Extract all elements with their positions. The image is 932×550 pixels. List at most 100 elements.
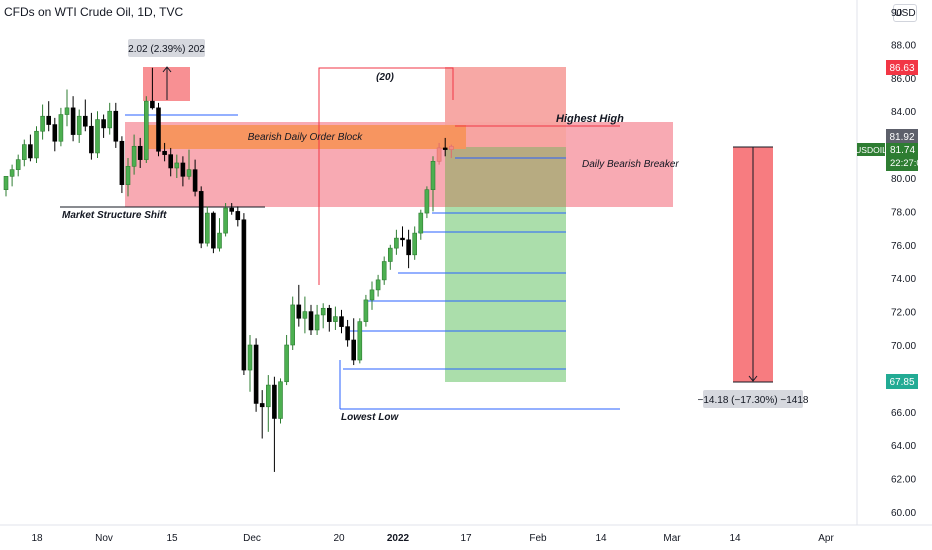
candle-body (162, 150, 167, 155)
y-tick-label: 74.00 (891, 274, 916, 285)
candles-layer (3, 67, 454, 472)
y-axis-top-label: 90 (891, 8, 903, 19)
candle-body (247, 344, 253, 371)
candle-body (302, 311, 308, 319)
candle-body (205, 212, 210, 244)
candle-body (290, 304, 296, 346)
candle-body (76, 115, 82, 135)
candle-body (241, 219, 247, 371)
time-scale[interactable]: 18 Nov 15 Dec 20 2022 17 Feb 14 Mar 14 Apr (0, 524, 932, 544)
candle-body (351, 339, 357, 361)
small-measure-label-bg (128, 39, 205, 57)
candle-body (101, 119, 106, 129)
candle-body (436, 147, 442, 162)
candle-body (95, 119, 100, 154)
y-tick-label: 86.00 (891, 74, 916, 85)
candle-body (400, 237, 405, 241)
candle-body (64, 107, 70, 115)
candle-body (229, 207, 234, 212)
price-label-67-85: 67.85 (889, 377, 914, 388)
candle-body (34, 130, 39, 159)
bearish-order-block-label: Bearish Daily Order Block (248, 132, 363, 143)
candle-body (235, 211, 241, 221)
candle-body (125, 166, 131, 185)
y-ticks: 88.0086.0084.0082.0080.0078.0076.0074.00… (891, 40, 916, 519)
annotations-layer: Bearish Daily Order Block Daily Bearish … (62, 39, 809, 423)
candle-body (375, 279, 381, 291)
candle-body (265, 384, 271, 408)
candle-body (272, 384, 277, 419)
x-tick-label: Apr (818, 533, 834, 544)
candle-body (223, 207, 228, 234)
candle-body (15, 159, 21, 170)
price-label-81-92: 81.92 (889, 132, 914, 143)
x-ticks: 18 Nov 15 Dec 20 2022 17 Feb 14 Mar 14 Apr (31, 533, 834, 544)
small-measure-arrow-head (162, 66, 172, 73)
candle-body (137, 145, 143, 160)
candle-body (198, 191, 204, 244)
candle-body (168, 154, 173, 169)
x-tick-label: 15 (166, 533, 178, 544)
candle-body (70, 107, 76, 135)
countdown-label: 22:27:04 (890, 158, 927, 169)
candle-body (442, 147, 448, 150)
y-tick-label: 76.00 (891, 241, 916, 252)
currency-button[interactable]: USD (893, 4, 917, 22)
large-measure-arrow-head (748, 375, 758, 382)
market-structure-shift-label: Market Structure Shift (62, 210, 167, 221)
candle-body (320, 307, 326, 316)
candle-body (424, 189, 430, 214)
candle-body (113, 110, 119, 142)
price-label-81-92-bg (886, 129, 918, 144)
last-price-label: 81.74 (890, 145, 915, 156)
annotation-lines (60, 66, 773, 410)
candle-body (107, 110, 112, 129)
price-label-86-63-bg (886, 60, 918, 75)
symbol-label: USDOIL (855, 145, 887, 155)
candle-body (28, 144, 33, 159)
x-tick-label: 20 (333, 533, 345, 544)
candle-body (52, 124, 58, 142)
y-tick-label: 84.00 (891, 107, 916, 118)
candle-body (369, 289, 375, 301)
candle-body (345, 326, 350, 341)
x-tick-label: 18 (31, 533, 43, 544)
large-measure-label: −14.18 (−17.30%) −1418 (698, 395, 809, 406)
candle-body (58, 114, 64, 142)
candle-body (21, 144, 27, 160)
x-tick-label: 17 (460, 533, 472, 544)
candle-body (412, 232, 418, 256)
lowest-low-label: Lowest Low (341, 412, 399, 423)
candle-body (406, 239, 411, 256)
last-price-label-bg (886, 143, 918, 171)
candle-body (259, 403, 265, 408)
candle-body (363, 299, 369, 322)
y-tick-label: 66.00 (891, 408, 916, 419)
x-tick-label: Dec (243, 533, 261, 544)
candle-body (150, 100, 155, 109)
order-block-overlap (445, 147, 566, 207)
candle-body (308, 311, 314, 331)
candle-body (253, 344, 259, 404)
candle-body (186, 169, 192, 177)
bar-count-bracket (318, 67, 454, 285)
candle-body (192, 169, 198, 192)
candle-body (278, 381, 283, 419)
x-tick-label: Nov (95, 533, 113, 544)
price-scale[interactable]: 90 88.0086.0084.0082.0080.0078.0076.0074… (855, 0, 927, 525)
zones-layer (125, 67, 773, 382)
candle-body (296, 304, 302, 319)
x-tick-label: Mar (663, 533, 681, 544)
symbol-title: CFDs on WTI Crude Oil, 1D, TVC (4, 5, 184, 19)
y-tick-label: 88.00 (891, 40, 916, 51)
y-tick-label: 64.00 (891, 441, 916, 452)
candle-body (387, 247, 393, 262)
candle-body (180, 162, 186, 177)
candle-body (174, 162, 180, 169)
candle-body (333, 316, 338, 322)
candle-body (418, 212, 424, 234)
x-tick-label: 2022 (387, 533, 410, 544)
candle-body (430, 161, 436, 190)
x-tick-label: 14 (595, 533, 607, 544)
